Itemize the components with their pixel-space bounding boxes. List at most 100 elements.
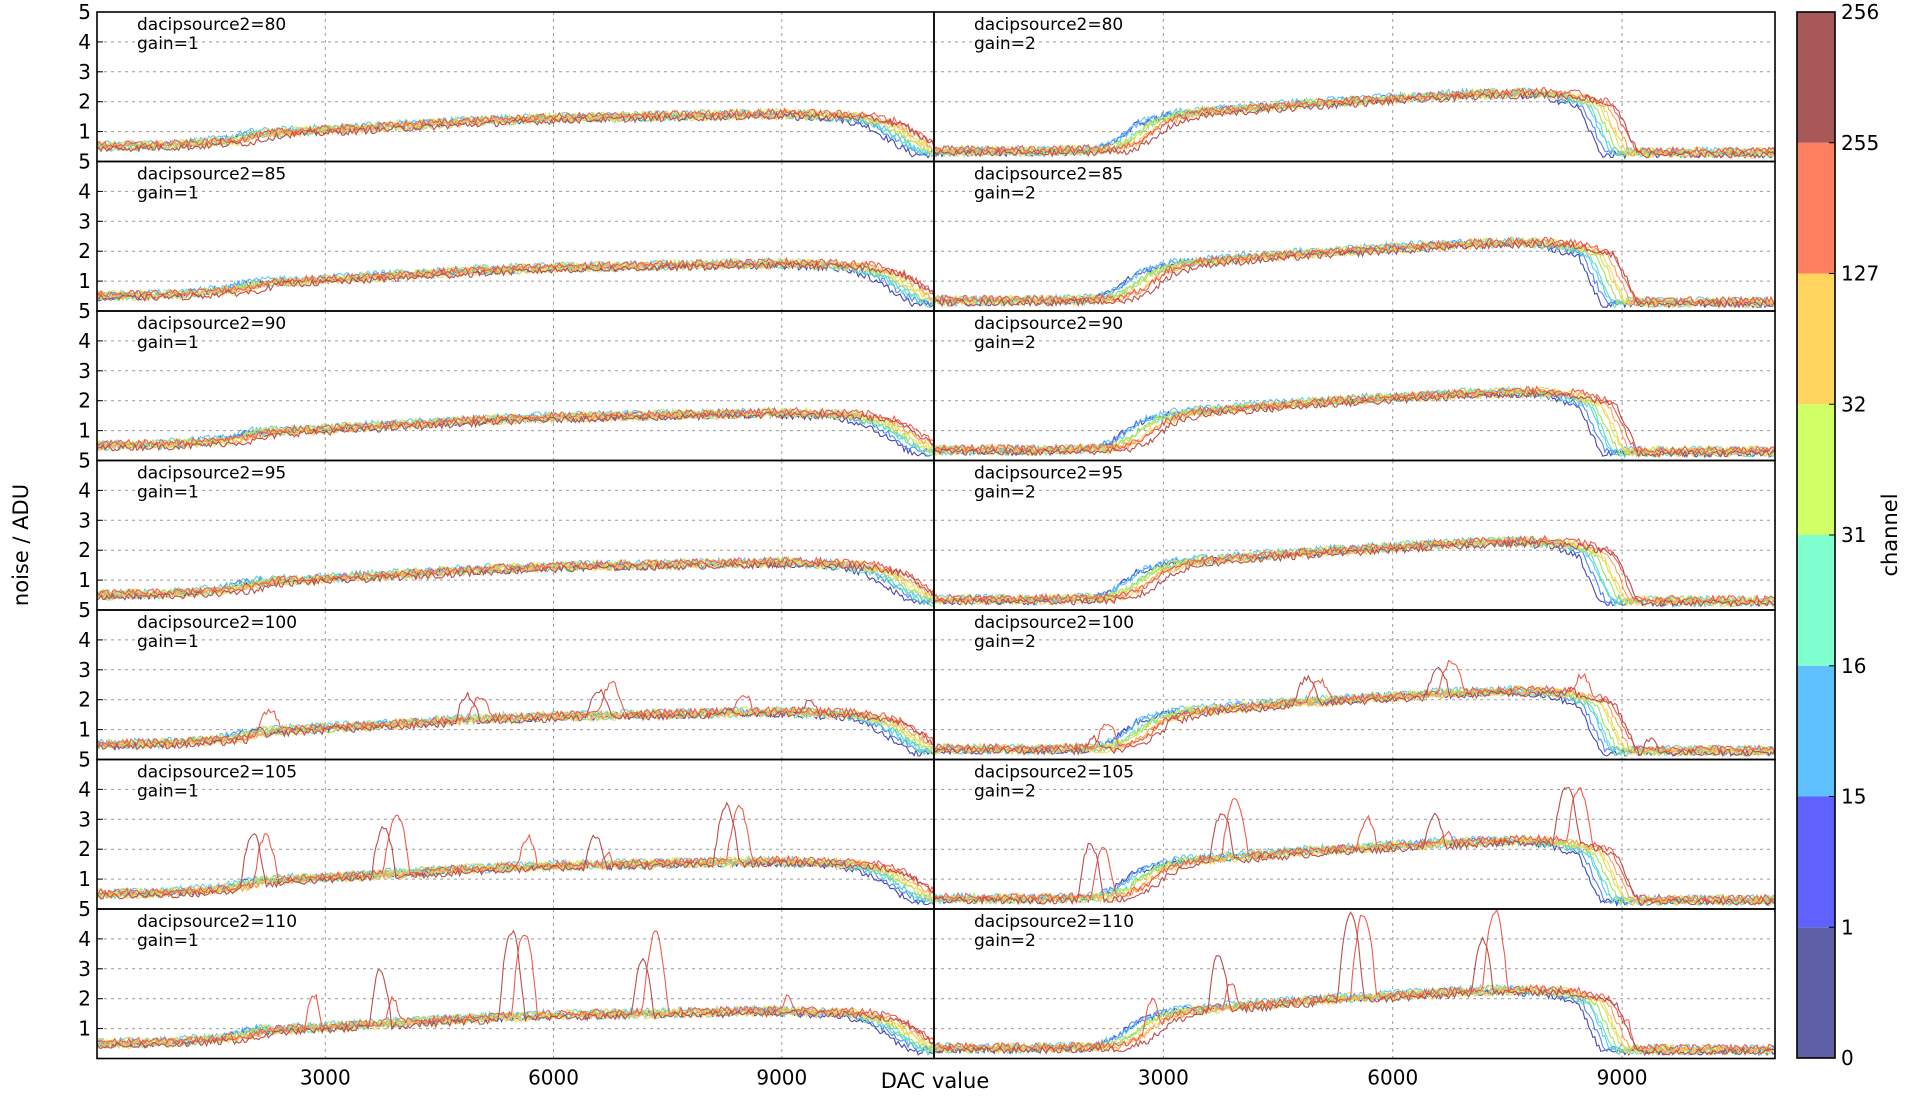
colorbar-segment xyxy=(1797,665,1835,797)
series-line-channel-5 xyxy=(934,833,1775,903)
colorbar-tick-label: 256 xyxy=(1841,0,1879,24)
y-tick-label: 5 xyxy=(78,598,91,622)
y-tick-label: 3 xyxy=(78,508,91,532)
series-line-channel-8 xyxy=(97,256,934,298)
y-tick-label: 4 xyxy=(78,329,91,353)
series-line-channel-9 xyxy=(97,111,934,153)
panel-frame xyxy=(933,908,1776,1060)
series-line-channel-9 xyxy=(934,239,1775,309)
panel-gain-label: gain=2 xyxy=(974,184,1036,204)
series-line-channel-7 xyxy=(934,238,1775,307)
series-line-channel-7 xyxy=(97,259,934,300)
panel-title: dacipsource2=90 xyxy=(974,314,1123,334)
y-tick-label: 4 xyxy=(78,179,91,203)
colorbar-segment xyxy=(1797,142,1835,274)
y-tick-label: 2 xyxy=(78,90,91,114)
series-line-channel-9 xyxy=(97,801,934,900)
series-line-channel-5 xyxy=(934,385,1775,454)
x-tick-label: 3000 xyxy=(300,1066,351,1090)
panel-gain-label: gain=1 xyxy=(137,184,199,204)
y-tick-label: 4 xyxy=(78,777,91,801)
series-lines xyxy=(934,385,1775,459)
x-tick-label: 9000 xyxy=(756,1066,807,1090)
y-tick-label: 4 xyxy=(78,927,91,951)
series-line-channel-8 xyxy=(97,930,934,1046)
series-line-channel-9 xyxy=(97,929,934,1050)
grid xyxy=(934,311,1775,461)
panel-gain-label: gain=1 xyxy=(137,483,199,503)
colorbar-segment xyxy=(1797,404,1835,535)
series-line-channel-8 xyxy=(97,406,934,447)
y-tick-label: 5 xyxy=(78,0,91,24)
panel-grid: dacipsource2=80gain=112345dacipsource2=8… xyxy=(78,0,1776,1090)
y-tick-label: 2 xyxy=(78,389,91,413)
x-tick-label: 3000 xyxy=(1138,1066,1189,1090)
series-line-channel-8 xyxy=(934,786,1775,903)
y-tick-label: 3 xyxy=(78,359,91,383)
series-lines xyxy=(934,235,1775,309)
series-line-channel-9 xyxy=(97,261,934,302)
panel-title: dacipsource2=95 xyxy=(137,464,286,484)
y-tick-label: 1 xyxy=(78,1017,91,1041)
x-tick-label: 6000 xyxy=(1367,1066,1418,1090)
panel-gain-label: gain=1 xyxy=(137,632,199,652)
panel-gain-label: gain=1 xyxy=(137,34,199,54)
series-line-channel-8 xyxy=(934,236,1775,305)
colorbar-tick-label: 127 xyxy=(1841,262,1879,286)
series-lines xyxy=(934,786,1775,907)
y-tick-label: 5 xyxy=(78,897,91,921)
panel-gain-label: gain=1 xyxy=(137,931,199,951)
axis-labels: DAC value noise / ADU xyxy=(9,484,989,1093)
series-line-channel-8 xyxy=(97,804,934,897)
series-lines xyxy=(934,909,1775,1057)
panel-title: dacipsource2=85 xyxy=(137,165,286,185)
panel-title: dacipsource2=105 xyxy=(974,763,1134,783)
panel-title: dacipsource2=80 xyxy=(137,15,286,35)
panel-gain-label: gain=2 xyxy=(974,34,1036,54)
y-tick-label: 5 xyxy=(78,150,91,174)
series-line-channel-2 xyxy=(934,385,1775,454)
y-tick-label: 1 xyxy=(78,419,91,443)
colorbar-segment xyxy=(1797,796,1835,928)
series-lines xyxy=(934,86,1775,160)
panel-gain-label: gain=2 xyxy=(974,333,1036,353)
colorbar-segment xyxy=(1797,927,1835,1058)
panel-gain-label: gain=2 xyxy=(974,931,1036,951)
y-tick-label: 3 xyxy=(78,807,91,831)
series-line-channel-8 xyxy=(934,385,1775,455)
y-tick-label: 2 xyxy=(78,837,91,861)
y-tick-label: 1 xyxy=(78,718,91,742)
y-tick-label: 4 xyxy=(78,30,91,54)
series-line-channel-9 xyxy=(934,911,1775,1057)
y-tick-label: 5 xyxy=(78,748,91,772)
series-lines xyxy=(97,107,934,159)
x-axis-label: DAC value xyxy=(881,1069,990,1093)
series-lines xyxy=(97,256,934,308)
series-line-channel-9 xyxy=(934,389,1775,459)
colorbar-tick-label: 255 xyxy=(1841,131,1879,155)
y-tick-label: 5 xyxy=(78,449,91,473)
series-lines xyxy=(97,555,934,608)
series-lines xyxy=(934,659,1775,758)
y-tick-label: 3 xyxy=(78,60,91,84)
y-tick-label: 1 xyxy=(78,269,91,293)
colorbar-tick-label: 0 xyxy=(1841,1046,1854,1070)
series-line-channel-7 xyxy=(934,536,1775,606)
y-tick-label: 2 xyxy=(78,239,91,263)
series-lines xyxy=(97,680,934,757)
colorbar-tick-label: 32 xyxy=(1841,392,1866,416)
y-tick-label: 3 xyxy=(78,658,91,682)
colorbar-tick-label: 16 xyxy=(1841,654,1866,678)
series-line-channel-2 xyxy=(97,1004,934,1050)
series-line-channel-8 xyxy=(934,659,1775,753)
